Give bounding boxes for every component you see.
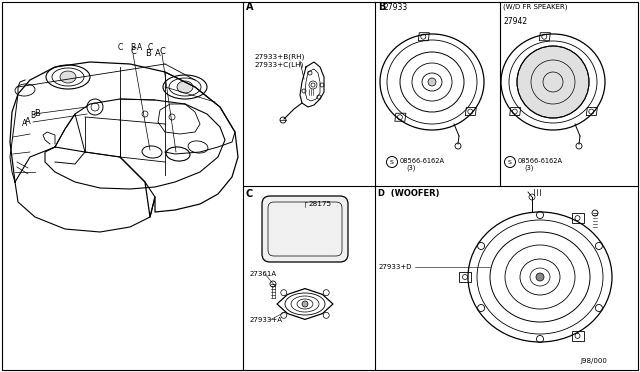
Text: A: A <box>138 44 143 52</box>
Circle shape <box>428 78 436 86</box>
Text: S: S <box>390 160 394 164</box>
Text: 27933+A: 27933+A <box>250 317 283 323</box>
Circle shape <box>536 273 544 281</box>
Text: C: C <box>159 48 165 57</box>
Text: B: B <box>34 109 40 119</box>
Text: 27361A: 27361A <box>250 271 277 277</box>
Text: (3): (3) <box>406 165 415 171</box>
Ellipse shape <box>60 71 76 83</box>
Text: C: C <box>147 44 152 52</box>
Text: B: B <box>145 49 151 58</box>
Text: 27942: 27942 <box>503 17 527 26</box>
Text: 27933: 27933 <box>383 3 407 12</box>
Ellipse shape <box>177 81 193 93</box>
Text: C: C <box>246 189 253 199</box>
Text: S: S <box>508 160 512 164</box>
Circle shape <box>517 46 589 118</box>
Text: B: B <box>30 110 35 119</box>
FancyBboxPatch shape <box>262 196 348 262</box>
Circle shape <box>302 301 308 307</box>
Text: B: B <box>131 44 136 52</box>
Text: A: A <box>25 118 31 126</box>
Text: 27933+D: 27933+D <box>379 264 413 270</box>
Text: D  (WOOFER): D (WOOFER) <box>378 189 440 198</box>
Text: 27933+B(RH): 27933+B(RH) <box>254 54 305 60</box>
Text: A: A <box>155 49 161 58</box>
Text: A: A <box>22 119 28 128</box>
Text: B: B <box>378 2 385 12</box>
Text: 08566-6162A: 08566-6162A <box>518 158 563 164</box>
Text: A: A <box>246 2 253 12</box>
Text: C: C <box>117 44 123 52</box>
Text: (W/D FR SPEAKER): (W/D FR SPEAKER) <box>503 4 568 10</box>
Text: (3): (3) <box>524 165 533 171</box>
Text: 28175: 28175 <box>308 201 331 207</box>
Text: C: C <box>130 48 136 57</box>
Text: 08566-6162A: 08566-6162A <box>400 158 445 164</box>
Text: J98/000: J98/000 <box>580 358 607 364</box>
Text: 27933+C(LH): 27933+C(LH) <box>254 62 303 68</box>
